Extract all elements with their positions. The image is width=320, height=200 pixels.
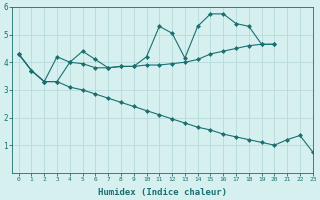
X-axis label: Humidex (Indice chaleur): Humidex (Indice chaleur) bbox=[98, 188, 227, 197]
